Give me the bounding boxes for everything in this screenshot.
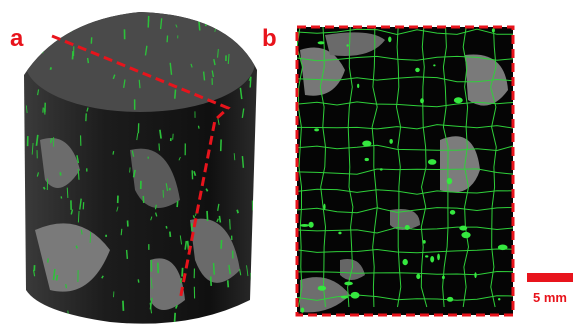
green-streak bbox=[88, 58, 89, 63]
green-streak bbox=[160, 130, 161, 139]
green-speck bbox=[461, 232, 470, 238]
green-streak bbox=[204, 72, 205, 81]
green-speck bbox=[498, 298, 500, 300]
green-speck bbox=[415, 68, 420, 72]
green-speck bbox=[344, 282, 353, 286]
green-speck bbox=[442, 276, 445, 280]
green-streak bbox=[237, 210, 238, 213]
green-streak bbox=[207, 211, 208, 221]
green-streak bbox=[170, 232, 171, 237]
green-speck bbox=[351, 292, 360, 299]
green-streak bbox=[175, 313, 176, 322]
green-speck bbox=[447, 178, 453, 184]
green-speck bbox=[301, 308, 305, 313]
green-streak bbox=[66, 284, 67, 288]
green-streak bbox=[221, 240, 222, 249]
green-speck bbox=[389, 139, 393, 144]
green-streak bbox=[242, 156, 243, 168]
scale-bar bbox=[527, 273, 573, 282]
green-streak bbox=[159, 143, 160, 150]
figure: a b 5 mm bbox=[0, 0, 580, 325]
green-speck bbox=[430, 256, 434, 263]
green-streak bbox=[219, 216, 220, 223]
green-speck bbox=[420, 98, 424, 103]
green-streak bbox=[57, 275, 58, 281]
green-speck bbox=[318, 41, 325, 44]
green-speck bbox=[428, 159, 436, 165]
section-image bbox=[297, 27, 517, 315]
green-streak bbox=[230, 219, 231, 229]
green-streak bbox=[193, 215, 194, 218]
green-streak bbox=[192, 223, 193, 231]
green-streak bbox=[70, 25, 71, 32]
green-streak bbox=[78, 169, 79, 180]
green-speck bbox=[447, 297, 453, 302]
green-streak bbox=[253, 26, 254, 31]
green-speck bbox=[474, 272, 476, 278]
scale-bar-label: 5 mm bbox=[533, 290, 567, 305]
green-speck bbox=[450, 210, 455, 215]
green-streak bbox=[127, 250, 128, 259]
green-streak bbox=[76, 246, 77, 249]
green-speck bbox=[308, 222, 313, 228]
green-streak bbox=[251, 273, 252, 281]
green-streak bbox=[181, 278, 182, 283]
green-speck bbox=[323, 204, 325, 210]
green-streak bbox=[155, 205, 156, 209]
green-speck bbox=[388, 36, 391, 42]
green-streak bbox=[121, 229, 122, 235]
green-speck bbox=[405, 225, 410, 230]
green-streak bbox=[175, 90, 176, 99]
panel-label: b bbox=[262, 25, 277, 52]
green-speck bbox=[346, 44, 348, 46]
green-streak bbox=[182, 268, 183, 277]
green-streak bbox=[139, 80, 140, 88]
green-streak bbox=[78, 211, 79, 222]
green-speck bbox=[365, 158, 369, 161]
green-speck bbox=[492, 28, 495, 32]
green-speck bbox=[498, 245, 508, 251]
panel-label: a bbox=[10, 25, 24, 52]
green-speck bbox=[423, 240, 426, 244]
green-speck bbox=[300, 224, 309, 227]
green-speck bbox=[416, 274, 420, 279]
green-streak bbox=[243, 37, 244, 39]
green-streak bbox=[50, 67, 51, 69]
green-streak bbox=[228, 280, 229, 287]
green-speck bbox=[338, 232, 341, 235]
green-streak bbox=[211, 276, 212, 285]
green-streak bbox=[113, 151, 114, 154]
green-streak bbox=[177, 201, 178, 207]
cylinder-top bbox=[25, 12, 255, 112]
green-speck bbox=[437, 254, 440, 261]
green-speck bbox=[459, 226, 467, 231]
green-speck bbox=[402, 259, 407, 265]
green-streak bbox=[44, 187, 45, 189]
green-streak bbox=[214, 263, 215, 275]
green-speck bbox=[433, 64, 435, 66]
green-speck bbox=[314, 128, 319, 131]
green-speck bbox=[362, 140, 371, 146]
green-speck bbox=[341, 296, 349, 299]
green-streak bbox=[250, 77, 251, 88]
green-speck bbox=[318, 286, 326, 291]
green-streak bbox=[199, 19, 200, 30]
cylinder bbox=[24, 12, 257, 324]
green-streak bbox=[198, 126, 199, 129]
green-speck bbox=[357, 84, 359, 88]
page: a b 5 mm (() => { const data = JSON.pars… bbox=[0, 0, 580, 325]
green-streak bbox=[166, 226, 167, 228]
green-streak bbox=[138, 279, 139, 282]
green-streak bbox=[90, 232, 91, 243]
green-speck bbox=[454, 97, 463, 103]
green-streak bbox=[70, 17, 71, 26]
green-streak bbox=[67, 188, 68, 198]
green-streak bbox=[188, 241, 189, 250]
green-speck bbox=[380, 168, 383, 170]
green-speck bbox=[425, 255, 428, 257]
